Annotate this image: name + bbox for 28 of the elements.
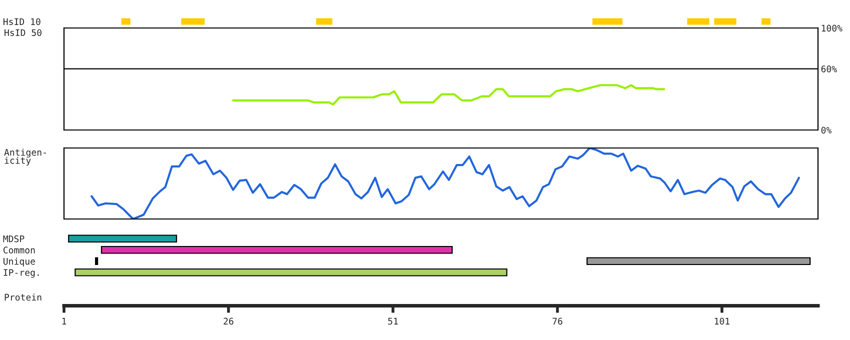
y-tick-label: IP-reg.	[4, 269, 39, 278]
y-tick-label: Unique	[4, 258, 35, 266]
bar	[714, 18, 736, 25]
bar	[687, 18, 710, 25]
bar	[100, 246, 453, 254]
y-axis-title: HsID 50	[4, 29, 42, 36]
x-tick-label: 76	[552, 318, 562, 325]
bar	[592, 18, 622, 25]
x-tick-label: 101	[714, 318, 730, 325]
bar	[181, 18, 205, 25]
x-tick-label: 1	[62, 318, 66, 324]
y-tick-label: HsID 10	[3, 18, 40, 26]
y-tick-label: Common	[4, 246, 35, 254]
y-tick-label: MDSP	[3, 235, 24, 242]
line-series	[232, 84, 666, 106]
bar	[316, 18, 332, 25]
x-tick-label: 51	[388, 318, 398, 325]
bar	[762, 18, 771, 25]
y-axis-title: Antigen- icity	[4, 148, 46, 166]
y-tick-label: 0%	[821, 126, 832, 134]
y-tick-label: 100%	[822, 24, 842, 32]
y-tick-label: 60%	[821, 66, 837, 72]
bar	[586, 257, 811, 266]
bar	[68, 234, 178, 243]
x-axis-title: Protein	[4, 294, 42, 301]
bar	[74, 268, 508, 276]
x-tick-label: 26	[224, 318, 234, 325]
bar	[121, 18, 130, 25]
